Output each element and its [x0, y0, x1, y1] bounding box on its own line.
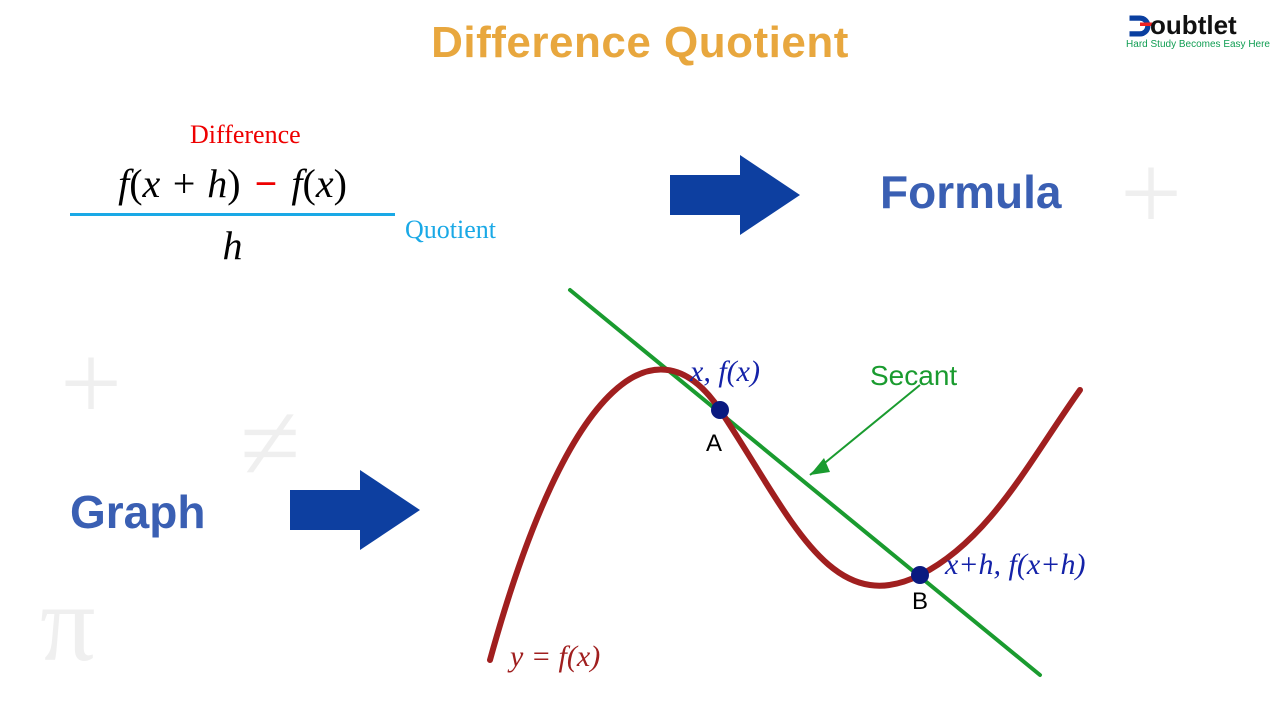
bg-doodle-plus: + — [60, 320, 122, 447]
num-xh: x + h — [143, 161, 228, 206]
logo-tagline: Hard Study Becomes Easy Here — [1126, 39, 1270, 50]
fraction-bar — [70, 213, 395, 216]
secant-arrow-line — [810, 385, 920, 475]
logo-text: oubtlet — [1150, 10, 1237, 41]
formula-heading: Formula — [880, 165, 1061, 219]
minus-sign: − — [251, 161, 282, 206]
point-b — [911, 566, 929, 584]
secant-graph: x, f(x) A Secant x+h, f(x+h) B y = f(x) — [480, 330, 1120, 700]
denominator: h — [70, 222, 395, 269]
label-secant: Secant — [870, 360, 957, 392]
graph-heading: Graph — [70, 485, 205, 539]
label-xhfxh: x+h, f(x+h) — [945, 548, 1085, 582]
num-x: x — [316, 161, 334, 206]
brand-logo: oubtlet Hard Study Becomes Easy Here — [1126, 10, 1270, 50]
num-lp2: ( — [303, 161, 316, 206]
page-title: Difference Quotient — [431, 18, 849, 68]
num-f2: f — [291, 161, 302, 206]
num-rp2: ) — [334, 161, 347, 206]
arrow-to-formula-icon — [670, 155, 800, 235]
label-yfx: y = f(x) — [510, 640, 600, 674]
label-xfx: x, f(x) — [690, 355, 760, 389]
fraction: f(x + h) − f(x) h — [70, 160, 395, 269]
difference-label: Difference — [190, 120, 301, 150]
arrow-to-graph-icon — [290, 470, 420, 550]
bg-doodle-pi: π — [40, 560, 96, 687]
label-a: A — [706, 430, 722, 458]
secant-line — [570, 290, 1040, 675]
quotient-label: Quotient — [405, 215, 496, 245]
curve — [490, 369, 1080, 660]
bg-doodle-minus: + — [1120, 130, 1182, 257]
numerator: f(x + h) − f(x) — [70, 160, 395, 207]
point-a — [711, 401, 729, 419]
num-lp1: ( — [129, 161, 142, 206]
num-rp1: ) — [227, 161, 240, 206]
label-b: B — [912, 588, 928, 616]
num-f1: f — [118, 161, 129, 206]
